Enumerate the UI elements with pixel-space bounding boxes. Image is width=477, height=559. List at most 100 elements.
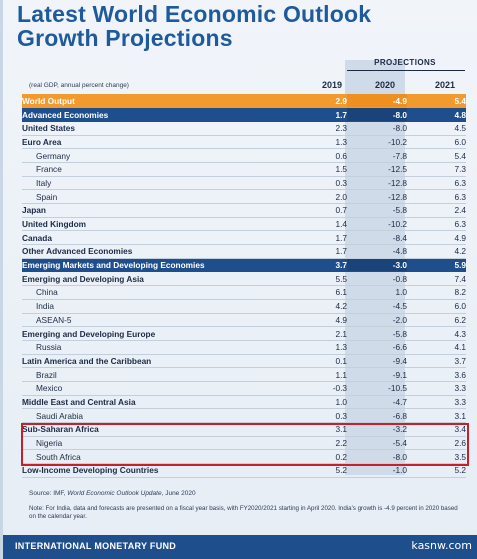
row-label: France <box>22 162 270 177</box>
value-2021: 2.6 <box>407 436 466 451</box>
value-2021: 2.4 <box>407 203 466 218</box>
value-2019: 1.7 <box>270 244 347 259</box>
row-label: Russia <box>22 340 270 355</box>
row-label: Emerging Markets and Developing Economie… <box>22 258 270 273</box>
value-2020: -6.6 <box>347 340 407 355</box>
value-2021: 3.4 <box>407 422 466 437</box>
value-2020: -3.0 <box>347 258 407 273</box>
table-row: United States 2.3 -8.0 4.5 <box>22 121 466 136</box>
table-row: France 1.5 -12.5 7.3 <box>22 162 466 177</box>
value-2019: 1.7 <box>270 107 347 122</box>
year-header-2019: 2019 <box>321 80 342 90</box>
value-2019: -0.3 <box>270 381 347 396</box>
value-2021: 4.8 <box>407 107 466 122</box>
value-2019: 1.3 <box>270 340 347 355</box>
value-2020: -8.0 <box>347 449 407 465</box>
value-2020: -12.5 <box>347 162 407 177</box>
value-2019: 1.7 <box>270 230 347 246</box>
value-2021: 6.2 <box>407 313 466 328</box>
value-2020: -1.0 <box>347 463 407 478</box>
source-line: Source: IMF, World Economic Outlook Upda… <box>29 490 196 497</box>
value-2020: -7.8 <box>347 148 407 163</box>
table-row: Brazil 1.1 -9.1 3.6 <box>22 367 466 382</box>
value-2020: -5.8 <box>347 326 407 341</box>
value-2020: -10.5 <box>347 381 407 396</box>
value-2019: 3.1 <box>270 422 347 437</box>
value-2020: -4.7 <box>347 395 407 410</box>
table-row: Spain 2.0 -12.8 6.3 <box>22 189 466 204</box>
value-2020: -12.8 <box>347 189 407 204</box>
value-2020: -12.8 <box>347 176 407 191</box>
title-line-2: Growth Projections <box>17 25 233 51</box>
value-2021: 5.4 <box>407 148 466 163</box>
value-2019: 1.5 <box>270 162 347 177</box>
table-row: United Kingdom 1.4 -10.2 6.3 <box>22 217 466 232</box>
value-2020: -5.8 <box>347 203 407 218</box>
value-2021: 4.1 <box>407 340 466 355</box>
value-2020: -9.4 <box>347 354 407 369</box>
value-2019: 0.3 <box>270 408 347 423</box>
row-label: World Output <box>22 94 270 109</box>
value-2021: 5.9 <box>407 258 466 273</box>
table-row: Canada 1.7 -8.4 4.9 <box>22 230 466 246</box>
value-2019: 5.2 <box>270 463 347 478</box>
row-label: Japan <box>22 203 270 218</box>
footer-bar: INTERNATIONAL MONETARY FUND kasnw.com <box>3 535 477 559</box>
row-label: Spain <box>22 189 270 204</box>
row-label: India <box>22 299 270 314</box>
page-title: Latest World Economic Outlook Growth Pro… <box>17 2 371 50</box>
value-2020: 1.0 <box>347 285 407 300</box>
row-label: Nigeria <box>22 436 270 451</box>
value-2019: 0.6 <box>270 148 347 163</box>
value-2021: 6.0 <box>407 299 466 314</box>
value-2021: 5.4 <box>407 94 466 109</box>
value-2019: 1.0 <box>270 395 347 410</box>
value-2019: 2.9 <box>270 94 347 109</box>
table-row: Other Advanced Economies 1.7 -4.8 4.2 <box>22 244 466 259</box>
value-2021: 4.3 <box>407 326 466 341</box>
row-label: United Kingdom <box>22 217 270 232</box>
value-2020: -0.8 <box>347 271 407 287</box>
value-2021: 7.4 <box>407 271 466 287</box>
row-label: Saudi Arabia <box>22 408 270 423</box>
row-label: ASEAN-5 <box>22 313 270 328</box>
value-2020: -10.2 <box>347 217 407 232</box>
table-row: Middle East and Central Asia 1.0 -4.7 3.3 <box>22 395 466 410</box>
row-label: Emerging and Developing Europe <box>22 326 270 341</box>
projections-label: PROJECTIONS <box>374 58 436 67</box>
row-label: Canada <box>22 230 270 246</box>
value-2019: 2.2 <box>270 436 347 451</box>
value-2021: 4.5 <box>407 121 466 136</box>
table-row: Low-Income Developing Countries 5.2 -1.0 5.… <box>22 463 466 478</box>
value-2019: 6.1 <box>270 285 347 300</box>
value-2019: 2.1 <box>270 326 347 341</box>
row-label: Germany <box>22 148 270 163</box>
value-2021: 6.3 <box>407 176 466 191</box>
row-label: Other Advanced Economies <box>22 244 270 259</box>
sub-saharan-highlight-box <box>21 423 469 466</box>
value-2019: 1.4 <box>270 217 347 232</box>
value-2021: 6.0 <box>407 135 466 150</box>
value-2021: 3.7 <box>407 354 466 369</box>
table-row: Euro Area 1.3 -10.2 6.0 <box>22 135 466 150</box>
row-label: Mexico <box>22 381 270 396</box>
value-2021: 8.2 <box>407 285 466 300</box>
table-row: South Africa 0.2 -8.0 3.5 <box>22 449 466 465</box>
table-row: Japan 0.7 -5.8 2.4 <box>22 203 466 218</box>
source-prefix: Source: IMF, <box>29 490 68 497</box>
row-label: United States <box>22 121 270 136</box>
value-2021: 3.6 <box>407 367 466 382</box>
value-2020: -4.9 <box>347 94 407 109</box>
table-row: Advanced Economies 1.7 -8.0 4.8 <box>22 107 466 122</box>
row-label: South Africa <box>22 449 270 465</box>
value-2019: 0.7 <box>270 203 347 218</box>
row-label: Middle East and Central Asia <box>22 395 270 410</box>
value-2019: 2.3 <box>270 121 347 136</box>
source-suffix: , June 2020 <box>161 490 196 497</box>
value-2020: -8.4 <box>347 230 407 246</box>
value-2019: 0.2 <box>270 449 347 465</box>
value-2020: -8.0 <box>347 107 407 122</box>
row-label: Sub-Saharan Africa <box>22 422 270 437</box>
value-2020: -5.4 <box>347 436 407 451</box>
value-2019: 1.1 <box>270 367 347 382</box>
